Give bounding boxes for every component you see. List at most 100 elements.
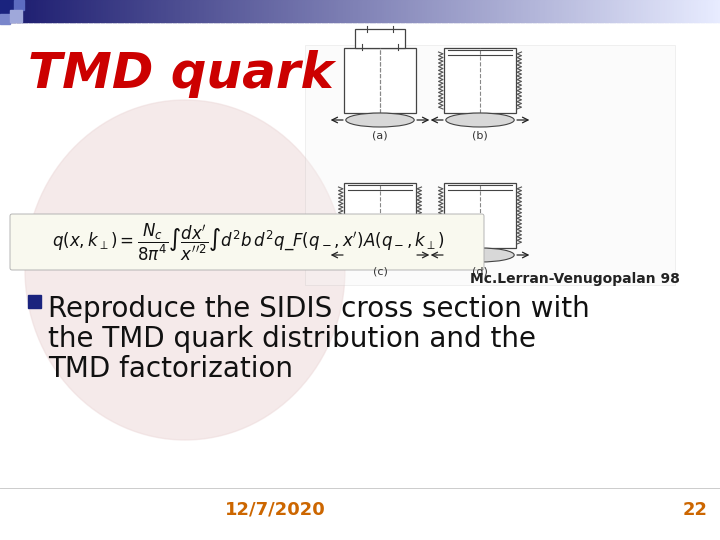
Bar xyxy=(377,0,380,22)
Bar xyxy=(554,0,558,22)
Bar xyxy=(63,0,66,22)
Bar xyxy=(209,0,212,22)
Bar xyxy=(214,0,217,22)
Bar xyxy=(459,0,462,22)
Bar xyxy=(338,0,342,22)
Bar xyxy=(588,0,591,22)
Bar xyxy=(389,0,392,22)
Bar xyxy=(28,295,41,308)
Bar xyxy=(682,0,685,22)
Bar xyxy=(142,0,145,22)
Bar xyxy=(156,0,159,22)
Bar xyxy=(125,0,128,22)
Bar xyxy=(132,0,135,22)
Bar xyxy=(17,0,20,22)
Bar xyxy=(511,0,515,22)
Bar xyxy=(12,0,15,22)
Bar xyxy=(250,0,253,22)
Bar xyxy=(439,0,443,22)
Bar xyxy=(607,0,611,22)
Bar xyxy=(182,0,186,22)
Bar xyxy=(192,0,195,22)
Bar xyxy=(153,0,157,22)
Bar xyxy=(223,0,227,22)
Bar xyxy=(163,0,166,22)
Bar xyxy=(48,0,51,22)
Bar xyxy=(353,0,356,22)
Bar xyxy=(662,0,666,22)
Bar xyxy=(302,0,306,22)
Bar xyxy=(423,0,426,22)
Bar xyxy=(297,0,301,22)
Bar xyxy=(461,0,464,22)
Bar xyxy=(677,0,680,22)
Text: Reproduce the SIDIS cross section with: Reproduce the SIDIS cross section with xyxy=(48,295,590,323)
Bar xyxy=(480,0,483,22)
Bar xyxy=(485,0,488,22)
Text: 22: 22 xyxy=(683,501,708,519)
Bar xyxy=(9,0,13,22)
Bar xyxy=(187,0,191,22)
Bar xyxy=(495,0,498,22)
Bar xyxy=(202,0,205,22)
Bar xyxy=(31,0,35,22)
Bar xyxy=(55,0,58,22)
Bar xyxy=(233,0,236,22)
Bar xyxy=(603,0,606,22)
Bar xyxy=(7,0,11,22)
Bar xyxy=(394,0,397,22)
Bar xyxy=(286,0,289,22)
Bar xyxy=(382,0,385,22)
Bar xyxy=(715,0,719,22)
Bar xyxy=(74,0,78,22)
Bar xyxy=(415,0,418,22)
Bar xyxy=(225,0,229,22)
Bar xyxy=(466,0,469,22)
Bar xyxy=(708,0,711,22)
Bar xyxy=(670,0,673,22)
Bar xyxy=(698,0,702,22)
Bar xyxy=(331,0,335,22)
Bar xyxy=(531,0,534,22)
Bar xyxy=(326,0,330,22)
Bar xyxy=(60,0,63,22)
Bar xyxy=(660,0,663,22)
Bar xyxy=(706,0,709,22)
Bar xyxy=(344,183,416,248)
Bar xyxy=(567,0,570,22)
Bar xyxy=(564,0,567,22)
Bar xyxy=(72,0,76,22)
Bar xyxy=(300,0,303,22)
Bar xyxy=(387,0,390,22)
Bar xyxy=(696,0,699,22)
Text: the TMD quark distribution and the: the TMD quark distribution and the xyxy=(48,325,536,353)
Bar xyxy=(405,0,409,22)
Bar xyxy=(581,0,584,22)
Bar xyxy=(91,0,94,22)
Bar xyxy=(245,0,248,22)
Bar xyxy=(252,0,256,22)
Bar xyxy=(168,0,171,22)
Bar xyxy=(621,0,625,22)
Bar xyxy=(624,0,627,22)
Bar xyxy=(523,0,526,22)
Bar xyxy=(655,0,659,22)
Bar xyxy=(276,0,279,22)
Text: 12/7/2020: 12/7/2020 xyxy=(225,501,325,519)
Bar xyxy=(53,0,56,22)
Bar xyxy=(161,0,164,22)
Bar xyxy=(358,0,361,22)
Bar xyxy=(408,0,411,22)
Bar xyxy=(701,0,704,22)
Bar xyxy=(576,0,580,22)
Bar xyxy=(468,0,472,22)
Bar xyxy=(146,0,150,22)
Bar xyxy=(149,0,152,22)
Bar xyxy=(264,0,267,22)
Text: (c): (c) xyxy=(372,266,387,276)
Bar xyxy=(343,0,346,22)
Bar xyxy=(27,0,30,22)
Text: Mc.Lerran-Venugopalan 98: Mc.Lerran-Venugopalan 98 xyxy=(470,272,680,286)
Text: $q(x, k_{\perp}) = \dfrac{N_c}{8\pi^4} \int \dfrac{dx'}{x'^{\prime 2}} \int d^2b: $q(x, k_{\perp}) = \dfrac{N_c}{8\pi^4} \… xyxy=(52,221,444,262)
Bar xyxy=(533,0,536,22)
